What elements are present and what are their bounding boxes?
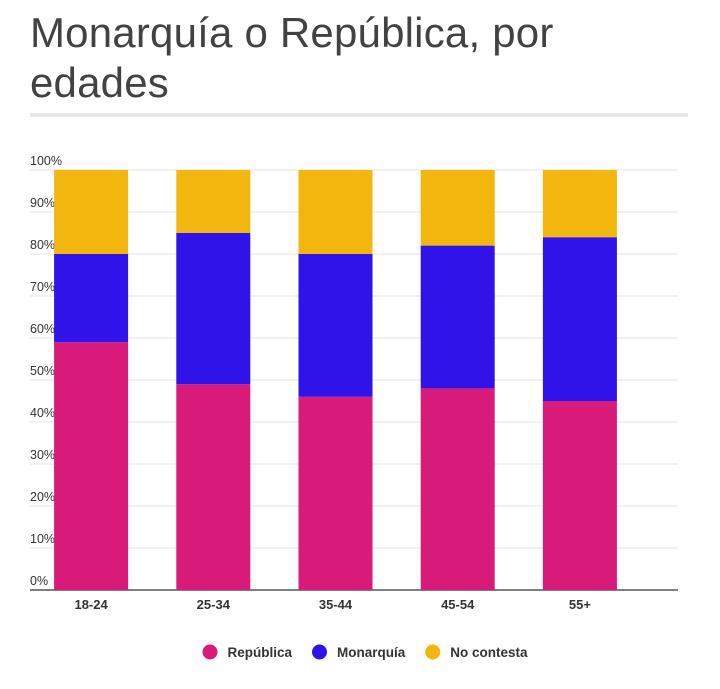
bar-monarqu-a-45-54 — [420, 245, 495, 389]
y-tick-label: 90% — [30, 196, 55, 210]
legend-item-no-contesta: No contesta — [425, 644, 528, 660]
bar-no-contesta-45-54 — [420, 170, 495, 246]
x-tick-label: 55+ — [569, 597, 591, 612]
legend: República Monarquía No contesta — [202, 644, 528, 660]
y-tick-label: 10% — [30, 532, 55, 546]
bar-rep-blica-45-54 — [420, 388, 495, 590]
bar-monarqu-a-25-34 — [176, 233, 251, 385]
x-tick-label: 25-34 — [197, 597, 231, 612]
y-tick-label: 0% — [30, 574, 48, 588]
x-tick-label: 18-24 — [74, 597, 108, 612]
x-axis-labels: 18-24 25-34 35-44 45-54 55+ — [74, 597, 591, 612]
x-tick-label: 35-44 — [319, 597, 353, 612]
title-divider — [30, 113, 688, 117]
legend-label: No contesta — [450, 645, 528, 660]
bar-monarqu-a-18-24 — [54, 254, 129, 343]
y-tick-label: 100% — [30, 154, 62, 168]
bar-no-contesta-55+ — [542, 170, 617, 238]
bar-no-contesta-35-44 — [298, 170, 373, 254]
legend-item-rep-blica: República — [202, 644, 292, 660]
y-tick-label: 80% — [30, 238, 55, 252]
y-tick-label: 50% — [30, 364, 55, 378]
y-tick-label: 60% — [30, 322, 55, 336]
legend-swatch — [311, 644, 327, 660]
bar-no-contesta-25-34 — [176, 170, 251, 233]
y-tick-label: 30% — [30, 448, 55, 462]
legend-label: Monarquía — [337, 645, 406, 660]
y-tick-label: 70% — [30, 280, 55, 294]
bar-no-contesta-18-24 — [54, 170, 129, 254]
x-tick-label: 45-54 — [441, 597, 475, 612]
y-tick-label: 20% — [30, 490, 55, 504]
legend-swatch — [202, 644, 218, 660]
legend-item-monarqu-a: Monarquía — [311, 644, 406, 660]
chart-title: Monarquía o República, por edades — [30, 9, 554, 106]
bar-monarqu-a-55+ — [542, 237, 617, 401]
y-axis-labels: 0% 10% 20% 30% 40% 50% 60% 70% 80% 90% 100% — [30, 154, 62, 588]
y-tick-label: 40% — [30, 406, 55, 420]
bar-rep-blica-25-34 — [176, 384, 251, 590]
bar-rep-blica-55+ — [542, 401, 617, 590]
bars — [54, 170, 617, 590]
legend-swatch — [425, 644, 441, 660]
bar-monarqu-a-35-44 — [298, 254, 373, 397]
bar-rep-blica-35-44 — [298, 396, 373, 590]
bar-rep-blica-18-24 — [54, 342, 129, 590]
legend-label: República — [227, 645, 292, 660]
